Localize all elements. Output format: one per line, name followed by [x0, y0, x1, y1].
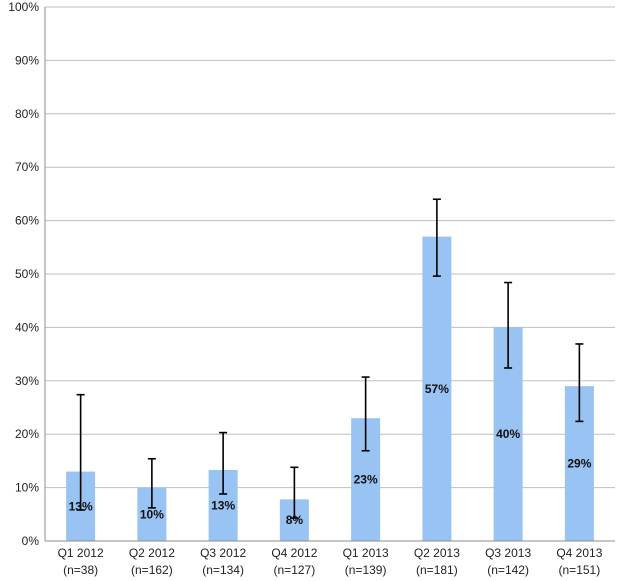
- error-bar: [76, 393, 85, 511]
- y-tick-label: 40%: [15, 320, 39, 334]
- x-category-sample-size: (n=139): [345, 563, 387, 577]
- error-bar: [290, 466, 299, 519]
- x-category-label: Q3 2012: [200, 546, 246, 560]
- error-bar: [361, 376, 370, 452]
- error-bar: [432, 198, 441, 277]
- x-axis-category-labels: Q1 2012 (n=38) Q2 2012 (n=162) Q3 2012 (n=134…: [58, 546, 603, 577]
- y-tick-label: 50%: [15, 267, 39, 281]
- data-label: 29%: [567, 457, 591, 471]
- y-tick-label: 10%: [15, 481, 39, 495]
- data-label: 13%: [211, 498, 235, 512]
- x-category-sample-size: (n=142): [487, 563, 529, 577]
- y-tick-label: 90%: [15, 53, 39, 67]
- x-category-sample-size: (n=151): [559, 563, 601, 577]
- x-category-label: Q1 2012: [58, 546, 104, 560]
- data-label: 23%: [354, 473, 378, 487]
- gridlines: [45, 6, 615, 489]
- error-bar: [504, 281, 513, 369]
- bar: [422, 236, 452, 541]
- y-tick-label: 100%: [8, 0, 39, 14]
- x-category-label: Q4 2012: [271, 546, 317, 560]
- x-category-sample-size: (n=38): [63, 563, 98, 577]
- error-bar: [147, 457, 156, 509]
- error-bar: [575, 343, 584, 423]
- y-tick-label: 60%: [15, 214, 39, 228]
- x-category-label: Q2 2012: [129, 546, 175, 560]
- x-category-label: Q1 2013: [343, 546, 389, 560]
- error-bars: [76, 198, 584, 519]
- y-tick-label: 80%: [15, 107, 39, 121]
- y-tick-label: 20%: [15, 427, 39, 441]
- y-tick-label: 70%: [15, 160, 39, 174]
- data-label: 10%: [140, 507, 164, 521]
- y-axis-tick-labels: 0% 10% 20% 30% 40% 50% 60% 70% 80% 90% 100%: [8, 0, 39, 548]
- data-label: 8%: [286, 513, 304, 527]
- x-category-label: Q3 2013: [485, 546, 531, 560]
- data-label: 13%: [69, 499, 93, 513]
- data-label: 57%: [425, 382, 449, 396]
- y-tick-label: 30%: [15, 374, 39, 388]
- y-tick-label: 0%: [22, 534, 40, 548]
- x-category-sample-size: (n=162): [131, 563, 173, 577]
- x-category-sample-size: (n=181): [416, 563, 458, 577]
- data-label: 40%: [496, 427, 520, 441]
- x-category-label: Q4 2013: [556, 546, 602, 560]
- data-labels: 13% 10% 13% 8% 23% 57% 40% 29%: [69, 382, 592, 527]
- bars: [66, 236, 594, 541]
- error-bar: [219, 431, 228, 495]
- x-category-sample-size: (n=127): [274, 563, 316, 577]
- x-category-sample-size: (n=134): [202, 563, 244, 577]
- x-category-label: Q2 2013: [414, 546, 460, 560]
